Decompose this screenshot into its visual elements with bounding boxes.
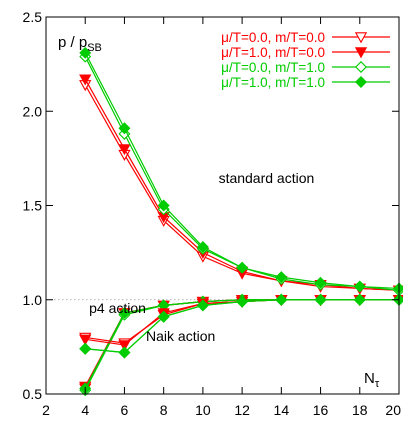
y-tick-label: 2.0	[23, 103, 43, 119]
legend-label: μ/T=0.0, m/T=0.0	[221, 30, 325, 45]
x-tick-label: 8	[160, 402, 168, 418]
group-annotation: p4 action	[89, 300, 146, 316]
y-tick-label: 1.5	[23, 198, 43, 214]
x-tick-label: 4	[81, 402, 89, 418]
y-axis-label-sub: SB	[87, 42, 102, 54]
data-point	[79, 46, 92, 59]
x-tick-label: 6	[121, 402, 129, 418]
y-tick-label: 1.0	[23, 292, 43, 308]
data-point	[157, 199, 170, 212]
y-tick-label: 2.5	[23, 9, 43, 25]
x-tick-label: 18	[352, 402, 368, 418]
x-tick-label: 16	[313, 402, 329, 418]
data-point	[353, 280, 366, 293]
x-tick-label: 12	[234, 402, 250, 418]
x-axis-label-sub: τ	[375, 378, 380, 390]
data-point	[118, 144, 131, 156]
series-group	[79, 293, 403, 359]
y-axis-label-main: p / p	[58, 34, 87, 51]
y-tick-label: 0.5	[23, 386, 43, 402]
legend: μ/T=0.0, m/T=0.0μ/T=1.0, m/T=0.0μ/T=0.0,…	[221, 30, 390, 90]
data-point	[118, 306, 131, 319]
tick-layer: 2 4 6 8 10 12 14 16 18 20 0.5 1.0 1.5 2.0 2.5	[23, 9, 402, 418]
x-axis-label: Nτ	[364, 370, 380, 390]
data-point	[275, 271, 288, 284]
legend-marker	[354, 32, 368, 44]
legend-label: μ/T=1.0, m/T=1.0	[221, 75, 325, 90]
legend-marker	[354, 47, 368, 59]
data-point	[236, 261, 249, 274]
data-point	[236, 295, 249, 308]
series-line	[84, 84, 400, 291]
x-tick-label: 14	[274, 402, 290, 418]
data-point	[314, 293, 327, 306]
group-annotation: Naik action	[146, 328, 215, 344]
data-point	[196, 299, 209, 312]
series-group	[79, 46, 403, 297]
data-point	[79, 74, 92, 86]
legend-marker	[355, 76, 367, 88]
legend-marker	[355, 61, 367, 73]
x-tick-label: 20	[385, 402, 401, 418]
legend-label: μ/T=0.0, m/T=1.0	[221, 60, 325, 75]
data-point	[275, 293, 288, 306]
legend-label: μ/T=1.0, m/T=0.0	[221, 45, 325, 60]
data-point	[196, 240, 209, 253]
x-tick-label: 2	[42, 402, 50, 418]
data-point	[79, 334, 92, 346]
series-layer	[79, 46, 403, 397]
data-point	[118, 346, 131, 359]
data-point	[157, 310, 170, 323]
group-annotation: standard action	[219, 170, 315, 186]
data-point	[118, 340, 131, 352]
x-tick-label: 10	[195, 402, 211, 418]
y-axis-label: p / pSB	[58, 34, 102, 54]
x-axis-label-main: N	[364, 370, 375, 387]
data-point	[353, 293, 366, 306]
data-point	[79, 342, 92, 355]
data-point	[118, 122, 131, 135]
data-point	[314, 276, 327, 289]
